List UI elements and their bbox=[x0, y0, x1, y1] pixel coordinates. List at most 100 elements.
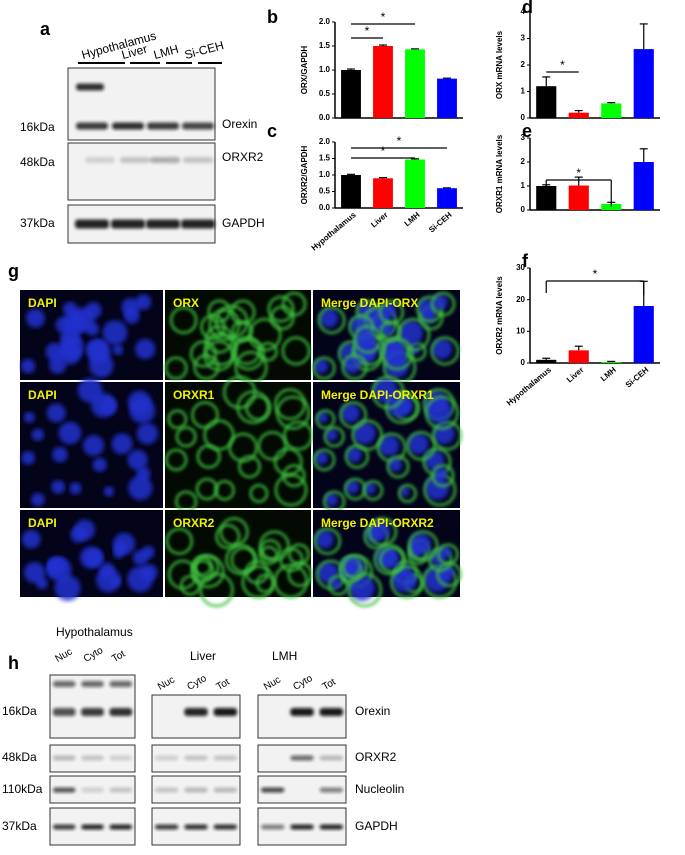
cell-stain bbox=[222, 375, 257, 410]
cell-stain bbox=[190, 400, 219, 429]
cell-stain bbox=[281, 336, 311, 366]
lane-label: Cyto bbox=[291, 673, 315, 693]
nucleus bbox=[432, 466, 448, 481]
blot-band bbox=[260, 787, 285, 793]
blot-band bbox=[109, 681, 133, 687]
cell-stain bbox=[241, 565, 276, 599]
y-axis-label: ORXR2 mRNA levels bbox=[495, 276, 504, 355]
lane-label: Liver bbox=[120, 42, 149, 62]
bar bbox=[536, 86, 557, 118]
nucleus bbox=[431, 338, 453, 360]
blot-band bbox=[81, 755, 104, 761]
blot-band bbox=[181, 219, 215, 229]
bar bbox=[405, 49, 425, 118]
significance-label: * bbox=[365, 24, 370, 38]
cell-stain bbox=[341, 553, 368, 580]
blot-frame bbox=[67, 142, 216, 201]
lane-label: Cyto bbox=[82, 645, 106, 665]
y-tick-label: 2.0 bbox=[319, 17, 331, 26]
x-tick-label: Liver bbox=[565, 365, 585, 384]
y-tick-label: 1.5 bbox=[319, 154, 331, 163]
lane-label: Nuc bbox=[262, 674, 283, 692]
lane-label: LMH bbox=[152, 42, 180, 62]
nucleus bbox=[83, 435, 105, 457]
y-tick-label: 10 bbox=[516, 326, 525, 335]
lane-label: Si-CEH bbox=[183, 38, 225, 62]
nucleus bbox=[432, 294, 448, 310]
nucleus bbox=[49, 556, 67, 574]
panel-label: b bbox=[267, 7, 278, 27]
blot-band bbox=[52, 755, 76, 761]
cell-stain bbox=[204, 324, 234, 354]
y-tick-label: 0.0 bbox=[319, 113, 331, 122]
marker-label: 16kDa bbox=[20, 120, 55, 134]
micrograph-label: ORXR1 bbox=[173, 388, 215, 402]
y-tick-label: 2 bbox=[521, 157, 526, 166]
micrograph-label: DAPI bbox=[28, 296, 57, 310]
nucleus bbox=[92, 457, 107, 472]
nucleus bbox=[48, 356, 67, 374]
nucleus bbox=[25, 308, 45, 328]
nucleus bbox=[35, 577, 49, 590]
cell-stain bbox=[219, 516, 249, 547]
significance-label: * bbox=[381, 10, 386, 24]
x-tick-label: Liver bbox=[369, 210, 389, 229]
lane-label: Tot bbox=[110, 649, 127, 665]
y-tick-label: 0.5 bbox=[319, 89, 331, 98]
cell-stain bbox=[386, 455, 410, 479]
bar bbox=[437, 188, 457, 208]
x-tick-label: Hypothalamus bbox=[505, 365, 553, 408]
nucleus bbox=[52, 446, 68, 463]
cell-stain bbox=[190, 559, 215, 584]
panel-label: f bbox=[522, 251, 529, 271]
y-tick-label: 0.0 bbox=[319, 203, 331, 212]
micrograph-label: Merge DAPI-ORX bbox=[321, 296, 418, 310]
nucleus bbox=[409, 532, 432, 555]
cell-stain bbox=[424, 395, 460, 430]
y-axis-label: ORX/GAPDH bbox=[300, 46, 309, 95]
micrograph-label: ORXR2 bbox=[173, 516, 215, 530]
nucleus bbox=[426, 397, 452, 424]
panel-label: c bbox=[267, 121, 277, 141]
cell-stain bbox=[313, 527, 342, 556]
cell-stain bbox=[323, 426, 345, 448]
nucleus bbox=[112, 344, 124, 356]
nucleus bbox=[129, 397, 156, 424]
nucleus bbox=[391, 567, 417, 593]
nucleus bbox=[372, 378, 398, 403]
protein-label: ORXR2 bbox=[355, 750, 397, 764]
blot-band bbox=[109, 708, 133, 716]
nucleus bbox=[387, 457, 403, 472]
cell-stain bbox=[175, 426, 197, 448]
nucleus bbox=[315, 529, 334, 549]
y-tick-label: 1 bbox=[521, 181, 526, 190]
nucleus bbox=[378, 435, 400, 457]
cell-stain bbox=[378, 299, 405, 325]
blot-band bbox=[213, 708, 238, 716]
nucleus bbox=[111, 433, 133, 455]
blot-band bbox=[109, 787, 133, 793]
cell-stain bbox=[379, 320, 402, 343]
blot-band bbox=[52, 824, 76, 830]
nucleus bbox=[136, 466, 151, 481]
significance-label: * bbox=[381, 144, 386, 158]
nucleus bbox=[342, 356, 361, 374]
blot-band bbox=[154, 787, 179, 793]
blot-band bbox=[146, 219, 180, 229]
nucleus bbox=[77, 378, 103, 403]
nucleus bbox=[343, 556, 361, 574]
nucleus bbox=[69, 482, 82, 495]
cell-stain bbox=[230, 299, 256, 325]
group-label: Hypothalamus bbox=[56, 625, 133, 639]
cell-stain bbox=[167, 409, 188, 430]
y-tick-label: 20 bbox=[516, 295, 525, 304]
blot-band bbox=[290, 824, 314, 830]
cell-stain bbox=[317, 306, 346, 335]
cell-stain bbox=[258, 530, 290, 562]
nucleus bbox=[21, 529, 41, 549]
nucleus bbox=[102, 320, 128, 346]
blot-band bbox=[184, 787, 208, 793]
nucleus bbox=[354, 327, 375, 348]
bar bbox=[601, 103, 622, 118]
blot-band bbox=[183, 157, 213, 163]
